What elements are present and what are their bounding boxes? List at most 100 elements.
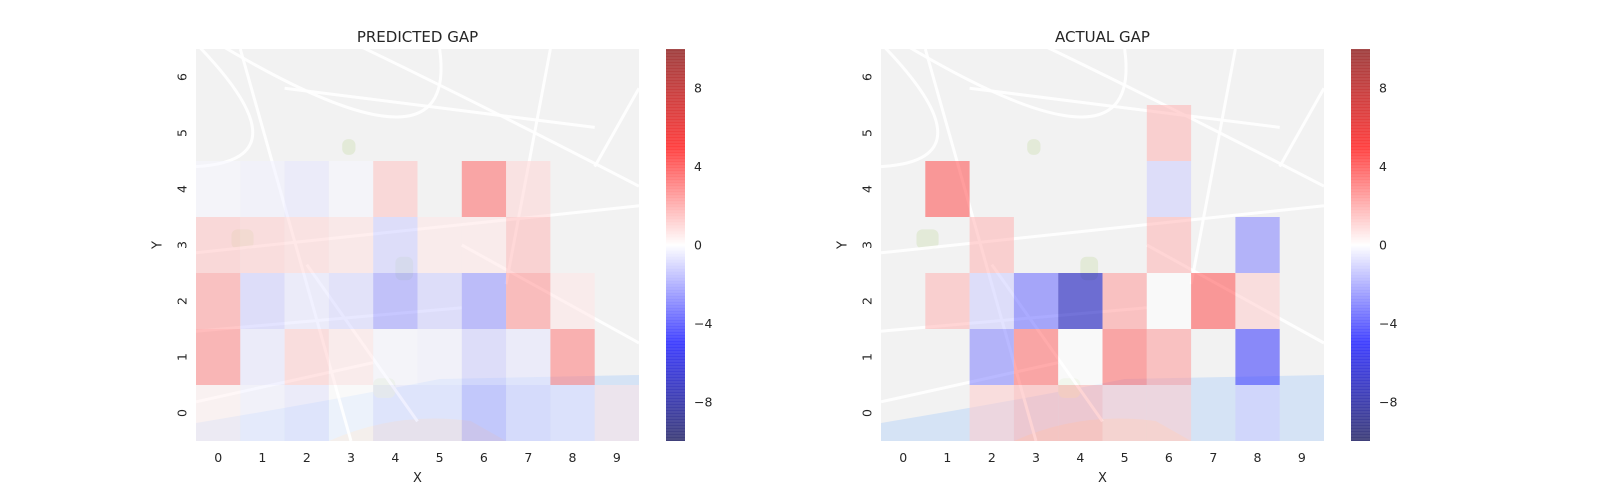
x-tick-label: 4 [391,450,399,465]
heatmap-cell [417,385,462,441]
heatmap-cell [1013,273,1059,329]
heatmap-cell [284,329,329,385]
heatmap-cell [969,329,1014,385]
heatmap-cell [373,273,418,329]
heatmap-cell [1058,329,1103,385]
heatmap-cell [1235,273,1280,329]
y-tick-label: 3 [175,241,190,249]
heatmap-cell [1235,329,1280,385]
heatmap-cell [284,161,329,217]
heatmap-cell [328,329,374,385]
heatmap-cell [550,385,595,441]
x-tick-label: 6 [480,450,488,465]
y-tick-label: 3 [860,241,875,249]
heatmap-cell [1146,217,1192,273]
colorbar [1351,49,1370,441]
x-axis-label: X [1098,471,1107,486]
x-tick-label: 0 [899,450,907,465]
x-tick-label: 5 [436,450,444,465]
heatmap-cell [373,217,418,273]
predicted-gap-chart: PREDICTED GAP 0 1 2 3 4 5 6 7 8 9 0 1 2 3 4 5 6 X Y 8 4 0 −4 −8 [147,0,712,486]
heatmap-cell [550,273,595,329]
predicted-gap-panel: PREDICTED GAP 0 1 2 3 4 5 6 7 8 9 0 1 2 3 4 5 6 X Y 8 4 0 −4 −8 [147,0,890,500]
heatmap-cell [594,385,639,441]
heatmap-cell [328,273,374,329]
actual-colorbar-banding [1351,48,1370,440]
x-tick-label: 7 [1209,450,1217,465]
map-road [969,86,1280,129]
actual-gap-chart: ACTUAL GAP 0 1 2 3 4 5 6 7 8 9 0 1 2 3 4 5 6 X Y 8 4 0 −4 −8 [832,0,1397,486]
heatmap-cell [1102,273,1147,329]
y-tick-label: 0 [175,409,190,417]
y-tick-label: 0 [860,409,875,417]
x-tick-label: 1 [258,450,266,465]
map-park [1027,139,1041,155]
map-road [593,87,641,168]
map-road [1189,48,1237,285]
colorbar-tick-label: 8 [694,81,702,96]
heatmap-cell [461,217,507,273]
heatmap-cell [1058,385,1103,441]
colorbar-tick-label: 0 [1379,238,1387,253]
y-tick-label: 1 [175,353,190,361]
y-axis-label: Y [836,241,851,250]
heatmap-cell [373,161,418,217]
x-tick-label: 2 [988,450,996,465]
y-tick-label: 4 [175,185,190,193]
colorbar-tick-label: −8 [1379,394,1397,409]
heatmap-cell [1146,329,1192,385]
colorbar-tick-label: 8 [1379,81,1387,96]
colorbar-tick-label: −4 [694,316,712,331]
heatmap-cell [240,385,285,441]
colorbar-tick-label: 4 [694,159,702,174]
heatmap-cell [284,385,329,441]
x-tick-label: 7 [524,450,532,465]
heatmap-cell [969,273,1014,329]
y-tick-label: 1 [860,353,875,361]
x-tick-label: 9 [613,450,621,465]
heatmap-cell [461,161,507,217]
y-tick-label: 2 [860,297,875,305]
x-tick-label: 4 [1076,450,1084,465]
heatmap-cell [925,273,970,329]
heatmap-cell [284,273,329,329]
heatmap-cell [1191,273,1236,329]
heatmap-cell [328,217,374,273]
heatmap-cell [373,385,418,441]
map-park [342,139,356,155]
x-axis-label: X [413,471,422,486]
colorbar-tick-label: −8 [694,394,712,409]
heatmap-cell [506,329,551,385]
heatmap-cell [969,217,1014,273]
x-tick-label: 5 [1121,450,1129,465]
heatmap-cell [506,385,551,441]
heatmap-cell [196,385,241,441]
heatmap-cell [196,273,241,329]
heatmap-cell [240,273,285,329]
x-tick-label: 2 [303,450,311,465]
chart-title: ACTUAL GAP [1055,28,1150,46]
colorbar-tick-label: 0 [694,238,702,253]
heatmap-cell [1102,385,1147,441]
x-tick-label: 0 [214,450,222,465]
heatmap-cell [240,329,285,385]
heatmap-cell [1235,217,1280,273]
heatmap-cell [461,329,507,385]
heatmap-cell [1146,161,1192,217]
heatmap-cell [506,217,551,273]
heatmap-cell [506,273,551,329]
map-road [1278,87,1326,168]
heatmap-cell [969,385,1014,441]
x-tick-label: 1 [943,450,951,465]
colorbar-tick-label: −4 [1379,316,1397,331]
heatmap-cell [373,329,418,385]
heatmap-cell [240,161,285,217]
map-road [832,0,1325,188]
heatmap-cell [417,329,462,385]
heatmap-cell [1146,385,1192,441]
y-tick-label: 6 [860,73,875,81]
actual-cells [925,105,1280,441]
heatmap-cell [1058,273,1103,329]
heatmap-cell [1013,385,1059,441]
heatmap-cell [1235,385,1280,441]
